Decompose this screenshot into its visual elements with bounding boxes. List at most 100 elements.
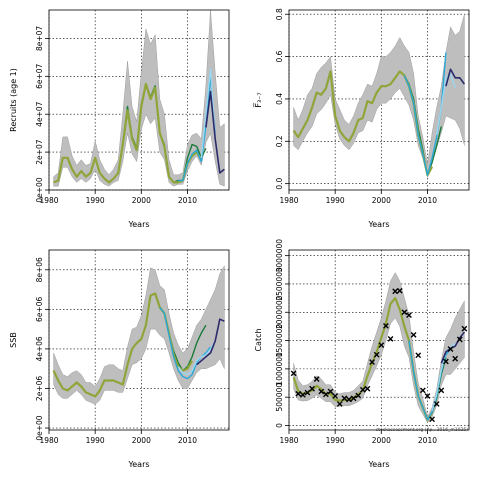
observed-point-stroke (378, 342, 385, 348)
y-tick-label: 1500000 (275, 324, 284, 358)
x-tick-label: 2010 (178, 436, 197, 445)
x-tick-label: 1990 (86, 196, 105, 205)
observed-point (392, 288, 399, 295)
series-line-lightblue (200, 67, 216, 158)
observed-point-stroke (383, 322, 389, 329)
observed-point (429, 416, 435, 423)
observed-point (359, 386, 366, 393)
y-tick-label: 0.2 (275, 135, 284, 147)
y-tick-label: 4e+06 (35, 336, 44, 361)
observed-point-stroke (424, 393, 431, 399)
series-line-cyan (178, 75, 216, 182)
observed-point (447, 346, 454, 352)
y-axis-label: F̅₃₋₇ (253, 92, 263, 108)
observed-point (419, 387, 426, 394)
panel-fbar: 1980 1990 2000 2010 0.0 0.2 0.4 0.6 0.8 Years F̅₃₋… (253, 8, 470, 229)
y-tick-label: 0e+00 (35, 177, 44, 202)
y-tick-label: 0 (275, 423, 284, 428)
observed-point (341, 395, 348, 402)
observed-point (332, 393, 339, 399)
observed-point (304, 389, 311, 396)
observed-point (452, 355, 459, 362)
observed-point-stroke (433, 401, 440, 407)
y-tick-label: 4e+07 (35, 101, 44, 126)
observed-point-stroke (452, 355, 459, 362)
x-tick-label: 1990 (326, 436, 345, 445)
y-tick-label: 8e+06 (35, 257, 44, 282)
plot-frame (48, 249, 230, 431)
observed-point (369, 359, 375, 365)
observed-point-stroke (410, 332, 417, 338)
observed-point-stroke (401, 309, 408, 316)
x-tick-label: 1980 (279, 196, 298, 205)
observed-point (373, 351, 380, 358)
x-tick-label: 2010 (178, 196, 197, 205)
observed-point (415, 352, 422, 359)
observed-point-stroke (359, 386, 366, 393)
x-tick-label: 1990 (326, 196, 345, 205)
observed-point-stroke (373, 351, 380, 358)
series-line-navy (205, 90, 225, 174)
observed-point-stroke (355, 392, 362, 399)
y-axis-label: Recruits (age 1) (9, 68, 18, 132)
confidence-band (53, 9, 225, 187)
observed-point-stroke (406, 312, 412, 318)
observed-point (378, 342, 385, 348)
plot-frame (288, 249, 470, 431)
x-tick-label: 1980 (279, 436, 298, 445)
observed-point-stroke (336, 401, 343, 407)
observed-point-stroke (387, 335, 394, 342)
observed-point (299, 392, 306, 398)
observed-point-stroke (304, 389, 311, 396)
confidence-band (293, 14, 465, 179)
x-tick-label: 1990 (86, 436, 105, 445)
series-line-navy (445, 68, 466, 87)
observed-point-stroke (419, 387, 426, 394)
observed-point-stroke (318, 388, 325, 395)
observed-point-stroke (341, 395, 348, 402)
y-tick-label: 0.4 (275, 93, 284, 105)
observed-point-stroke (350, 395, 357, 402)
observed-point (438, 387, 445, 394)
observed-point-stroke (396, 287, 403, 294)
observed-point-stroke (327, 388, 334, 395)
observed-point (383, 322, 389, 329)
observed-point-stroke (299, 392, 306, 398)
x-tick-label: 2000 (132, 196, 151, 205)
observed-point-stroke (429, 416, 435, 423)
x-axis-label: Years (127, 220, 149, 229)
y-tick-label: 6e+07 (35, 63, 44, 88)
observed-point (456, 336, 463, 343)
observed-point (355, 392, 362, 399)
y-tick-label: 0e+00 (35, 415, 44, 440)
y-tick-label: 0.8 (275, 8, 284, 20)
observed-point (290, 370, 297, 377)
observed-point-stroke (309, 385, 315, 392)
y-tick-label: 2e+06 (35, 376, 44, 401)
observed-point-stroke (415, 352, 422, 359)
x-tick-label: 2000 (372, 436, 391, 445)
x-tick-label: 2010 (418, 196, 437, 205)
observed-point (364, 385, 371, 392)
observed-point (323, 391, 329, 398)
observed-point (309, 385, 315, 392)
observed-point (461, 325, 468, 332)
observed-point-stroke (313, 376, 320, 382)
y-tick-label: 0.0 (275, 177, 284, 189)
plot-frame (48, 9, 230, 191)
observed-point-stroke (346, 396, 352, 403)
observed-point (387, 335, 394, 342)
series-line-lightblue (431, 342, 456, 411)
observed-point (295, 390, 302, 397)
series-line-olive (53, 82, 203, 184)
observed-point-stroke (364, 385, 371, 392)
y-tick-label: 1000000 (275, 352, 284, 386)
observed-point-stroke (392, 288, 399, 295)
series-line-lightblue (177, 340, 216, 376)
y-tick-label: 3000000 (275, 239, 284, 273)
y-tick-label: 2e+07 (35, 139, 44, 164)
source-note: stockassessment.org (Ap...2016_m1025) (376, 427, 468, 433)
observed-point-stroke (323, 391, 329, 398)
plot-frame (288, 9, 470, 191)
observed-point (433, 401, 440, 407)
